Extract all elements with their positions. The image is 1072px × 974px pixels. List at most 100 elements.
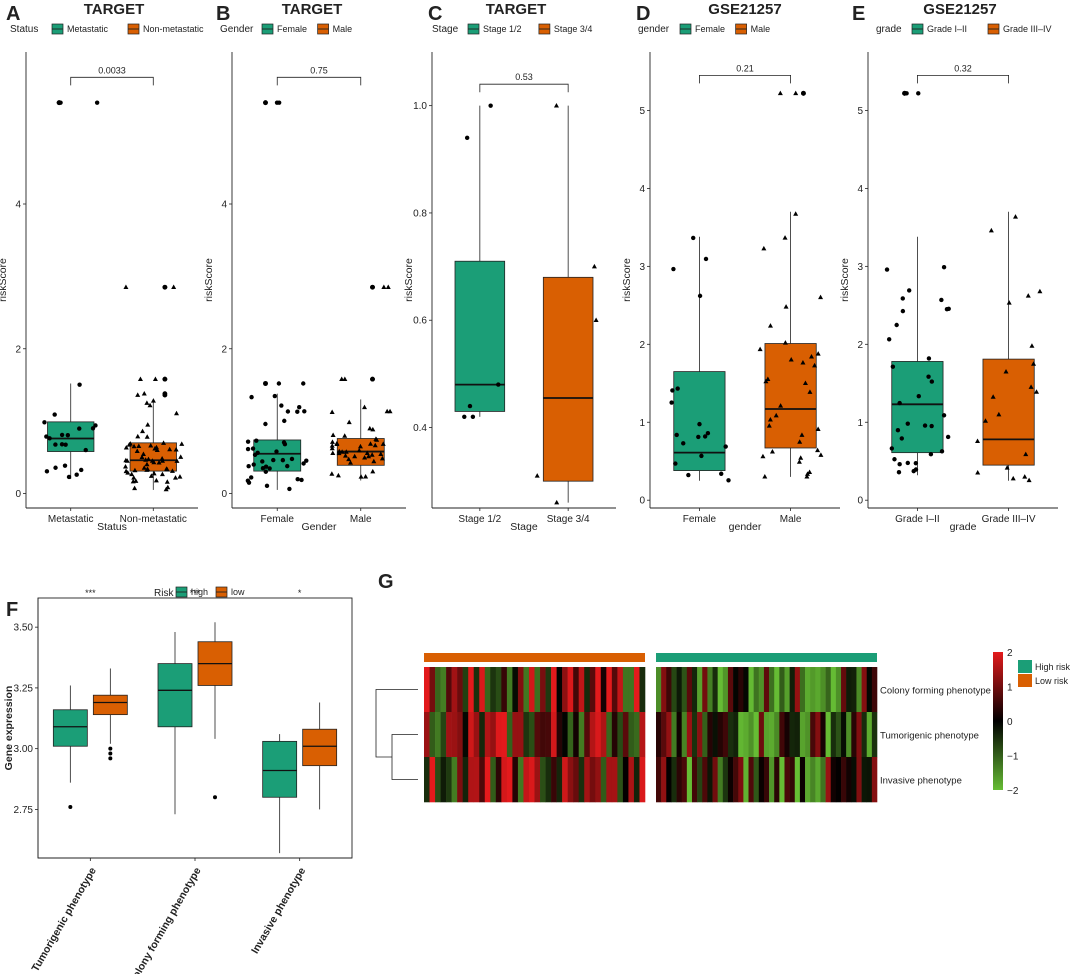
y-tick-label: 0.6 [413, 316, 427, 327]
data-point [93, 423, 98, 428]
data-point [496, 382, 501, 387]
p-value: 0.32 [954, 63, 972, 73]
x-tick-label: Metastatic [48, 514, 94, 525]
data-point [681, 441, 686, 446]
data-point [343, 449, 349, 454]
heatmap-cell [600, 667, 607, 713]
data-point [762, 474, 768, 479]
data-point [271, 457, 276, 463]
box [253, 439, 302, 472]
box [92, 694, 128, 716]
data-point [357, 443, 363, 449]
data-point [798, 455, 804, 460]
data-point [363, 474, 369, 479]
y-tick-label: 0 [857, 496, 863, 507]
data-point [773, 412, 779, 418]
heatmap-cell [697, 667, 703, 713]
data-point [179, 441, 185, 446]
heatmap-cell [545, 757, 552, 803]
data-point [799, 432, 805, 437]
data-point [705, 430, 711, 436]
heatmap-cell [556, 712, 563, 758]
data-point [141, 465, 147, 470]
heatmap-cell [656, 667, 662, 713]
significance-label: *** [190, 588, 201, 598]
heatmap-cell [733, 667, 739, 713]
data-point [591, 263, 597, 269]
data-point [131, 475, 137, 480]
heatmap-cell [468, 757, 475, 803]
data-point [154, 447, 160, 453]
data-point [818, 294, 824, 300]
heatmap-cell [462, 712, 469, 758]
data-point [905, 421, 910, 426]
data-point [778, 403, 784, 408]
box [982, 358, 1035, 466]
data-point [534, 473, 540, 478]
x-tick-label: Tumorigenic phenotype [29, 865, 99, 974]
data-point [153, 477, 159, 483]
heatmap-cell [727, 757, 734, 803]
data-point [892, 457, 897, 462]
data-point [686, 472, 691, 478]
data-point [145, 466, 151, 471]
heatmap-cell [743, 757, 749, 803]
data-point [123, 457, 129, 463]
data-point [378, 451, 384, 457]
data-point [129, 471, 135, 477]
data-point [83, 447, 88, 453]
comparison-bracket [276, 76, 362, 86]
outlier-point [108, 756, 113, 761]
heatmap-cell [846, 712, 852, 758]
heatmap-cell [540, 757, 546, 803]
data-point [250, 446, 256, 451]
panel-letter: E [852, 3, 865, 25]
data-point [329, 409, 335, 415]
panel-e: E GSE21257 grade Grade I–II Grade III–IV 0 1 2 3… [839, 1, 1058, 533]
heatmap-cell [551, 757, 557, 803]
x-tick-label: Grade III–IV [982, 514, 1036, 525]
x-tick-label: Male [780, 514, 802, 525]
heatmap-cell [774, 757, 780, 803]
heatmap-cell [578, 667, 585, 713]
heatmap-cell [820, 757, 826, 803]
outlier-point [162, 284, 168, 290]
data-point [916, 393, 921, 399]
box [891, 361, 944, 454]
box [262, 740, 298, 798]
significance-label: * [298, 588, 302, 598]
data-point [807, 469, 813, 475]
group-annotation-bar [656, 653, 877, 662]
heatmap-cell [851, 757, 857, 803]
heatmap-cell [517, 757, 524, 803]
heatmap-cell [523, 757, 530, 803]
heatmap-cell [717, 667, 724, 713]
data-point [723, 444, 728, 449]
data-point [173, 447, 179, 452]
data-point [123, 464, 129, 469]
heatmap-cell [661, 757, 667, 803]
data-point [329, 443, 335, 448]
panel-g: G Colony forming phenotype Tumorigenic phe… [375, 571, 1071, 803]
data-point [1034, 389, 1040, 394]
data-point [691, 235, 696, 241]
data-point [674, 432, 679, 438]
heatmap-cell [573, 667, 579, 713]
heatmap-cell [830, 712, 837, 758]
panel-title: TARGET [84, 1, 145, 18]
data-point [254, 438, 259, 443]
heatmap-cell [676, 667, 682, 713]
heatmap-cell [758, 667, 765, 713]
heatmap-cell [738, 667, 744, 713]
data-point [945, 434, 951, 440]
heatmap-cell [567, 712, 574, 758]
heatmap-cell [506, 757, 513, 803]
x-tick-label: Grade I–II [895, 514, 939, 525]
heatmap-cell [512, 667, 519, 713]
data-point [79, 467, 84, 473]
data-point [796, 459, 802, 464]
y-tick-label: 3.50 [14, 623, 34, 634]
data-point [929, 423, 934, 429]
data-point [757, 346, 763, 352]
